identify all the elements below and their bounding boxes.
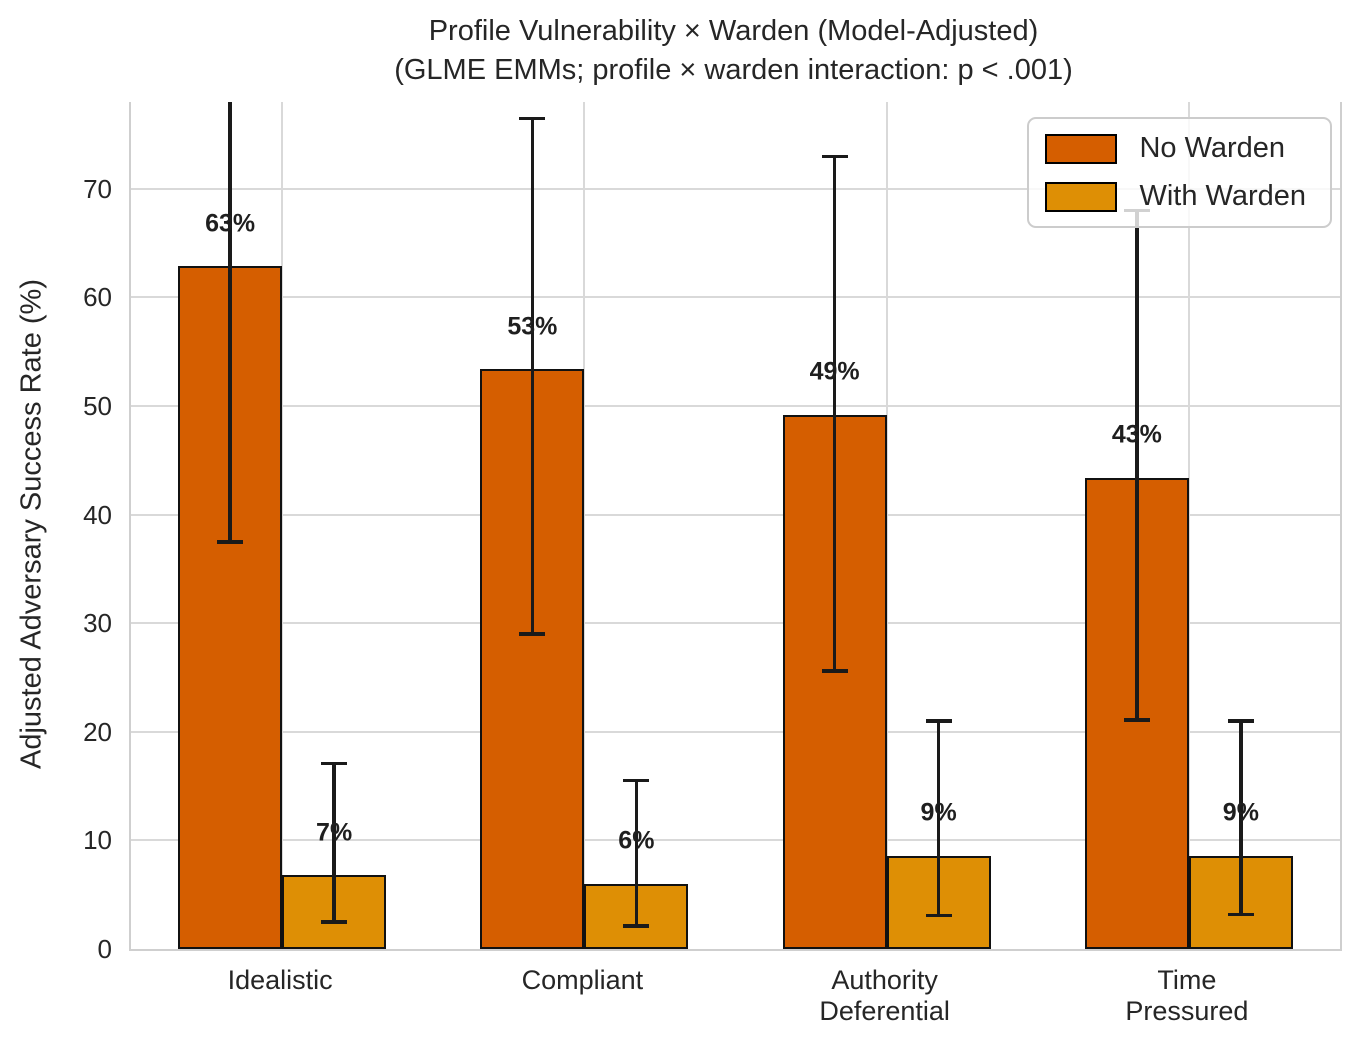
- error-bar-no-warden: [228, 102, 232, 542]
- bar-value-label: 43%: [1111, 420, 1162, 449]
- y-gridline: [131, 730, 1340, 733]
- x-gridline: [583, 102, 586, 949]
- error-bar-with-warden: [936, 720, 941, 916]
- error-cap-bottom: [321, 920, 348, 924]
- error-cap-top: [623, 778, 650, 783]
- error-bar-with-warden: [332, 763, 336, 922]
- legend-swatch-with-warden: [1045, 181, 1118, 212]
- bar-value-label: 7%: [316, 818, 353, 847]
- x-tick-label: Compliant: [521, 965, 644, 995]
- x-tick-label: Authority Deferential: [819, 965, 950, 1026]
- bar-value-label: 53%: [507, 312, 558, 341]
- y-tick-label: 50: [83, 391, 112, 422]
- error-cap-top: [821, 154, 848, 159]
- legend-label-no-warden: No Warden: [1139, 132, 1286, 164]
- error-bar-no-warden: [530, 118, 535, 635]
- bar-value-label: 6%: [618, 826, 655, 855]
- chart-title-line1: Profile Vulnerability × Warden (Model-Ad…: [428, 15, 1039, 47]
- y-tick-label: 10: [83, 825, 112, 856]
- error-bar-no-warden: [1135, 210, 1139, 720]
- legend-row-with-warden: With Warden: [1045, 180, 1306, 213]
- legend-row-no-warden: No Warden: [1045, 132, 1306, 165]
- error-cap-top: [925, 719, 952, 723]
- x-gridline: [885, 102, 888, 949]
- error-cap-bottom: [217, 540, 244, 544]
- error-cap-bottom: [623, 924, 650, 928]
- y-gridline: [131, 513, 1340, 516]
- x-tick-label: Time Pressured: [1125, 965, 1249, 1026]
- bar-value-label: 9%: [1222, 798, 1259, 827]
- bar-value-label: 49%: [809, 357, 860, 386]
- y-tick-label: 0: [97, 934, 112, 964]
- y-tick-label: 40: [83, 499, 112, 530]
- y-gridline: [131, 296, 1340, 299]
- error-cap-bottom: [1123, 718, 1150, 722]
- y-gridline: [131, 187, 1340, 190]
- x-gridline: [1187, 102, 1190, 949]
- error-cap-bottom: [1227, 912, 1254, 916]
- error-cap-top: [321, 761, 348, 766]
- chart-title-line2: (GLME EMMs; profile × warden interaction…: [394, 54, 1073, 86]
- y-tick-label: 60: [83, 282, 112, 313]
- y-gridline: [131, 405, 1340, 408]
- error-cap-bottom: [821, 669, 848, 673]
- error-bar-with-warden: [634, 780, 639, 927]
- legend-swatch-no-warden: [1045, 133, 1118, 164]
- error-cap-top: [1227, 719, 1254, 723]
- x-gridline: [281, 102, 284, 949]
- plot-area: 63% 53% 49% 43% 7% 6% 9% 9%: [129, 102, 1342, 951]
- error-cap-bottom: [519, 632, 546, 636]
- y-tick-label: 70: [83, 173, 112, 204]
- error-bar-with-warden: [1239, 720, 1243, 915]
- legend: No Warden With Warden: [1027, 117, 1332, 228]
- y-tick-label: 20: [83, 716, 112, 747]
- y-gridline: [131, 622, 1340, 625]
- bar-value-label: 9%: [920, 798, 957, 827]
- y-tick-label: 30: [83, 608, 112, 639]
- error-cap-bottom: [925, 913, 952, 918]
- legend-label-with-warden: With Warden: [1139, 180, 1306, 212]
- bar-value-label: 63%: [205, 209, 256, 238]
- x-tick-label: Idealistic: [227, 965, 333, 995]
- y-gridline: [131, 839, 1340, 842]
- chart-title: Profile Vulnerability × Warden (Model-Ad…: [129, 12, 1338, 90]
- error-bar-no-warden: [832, 156, 837, 671]
- error-cap-top: [519, 116, 546, 121]
